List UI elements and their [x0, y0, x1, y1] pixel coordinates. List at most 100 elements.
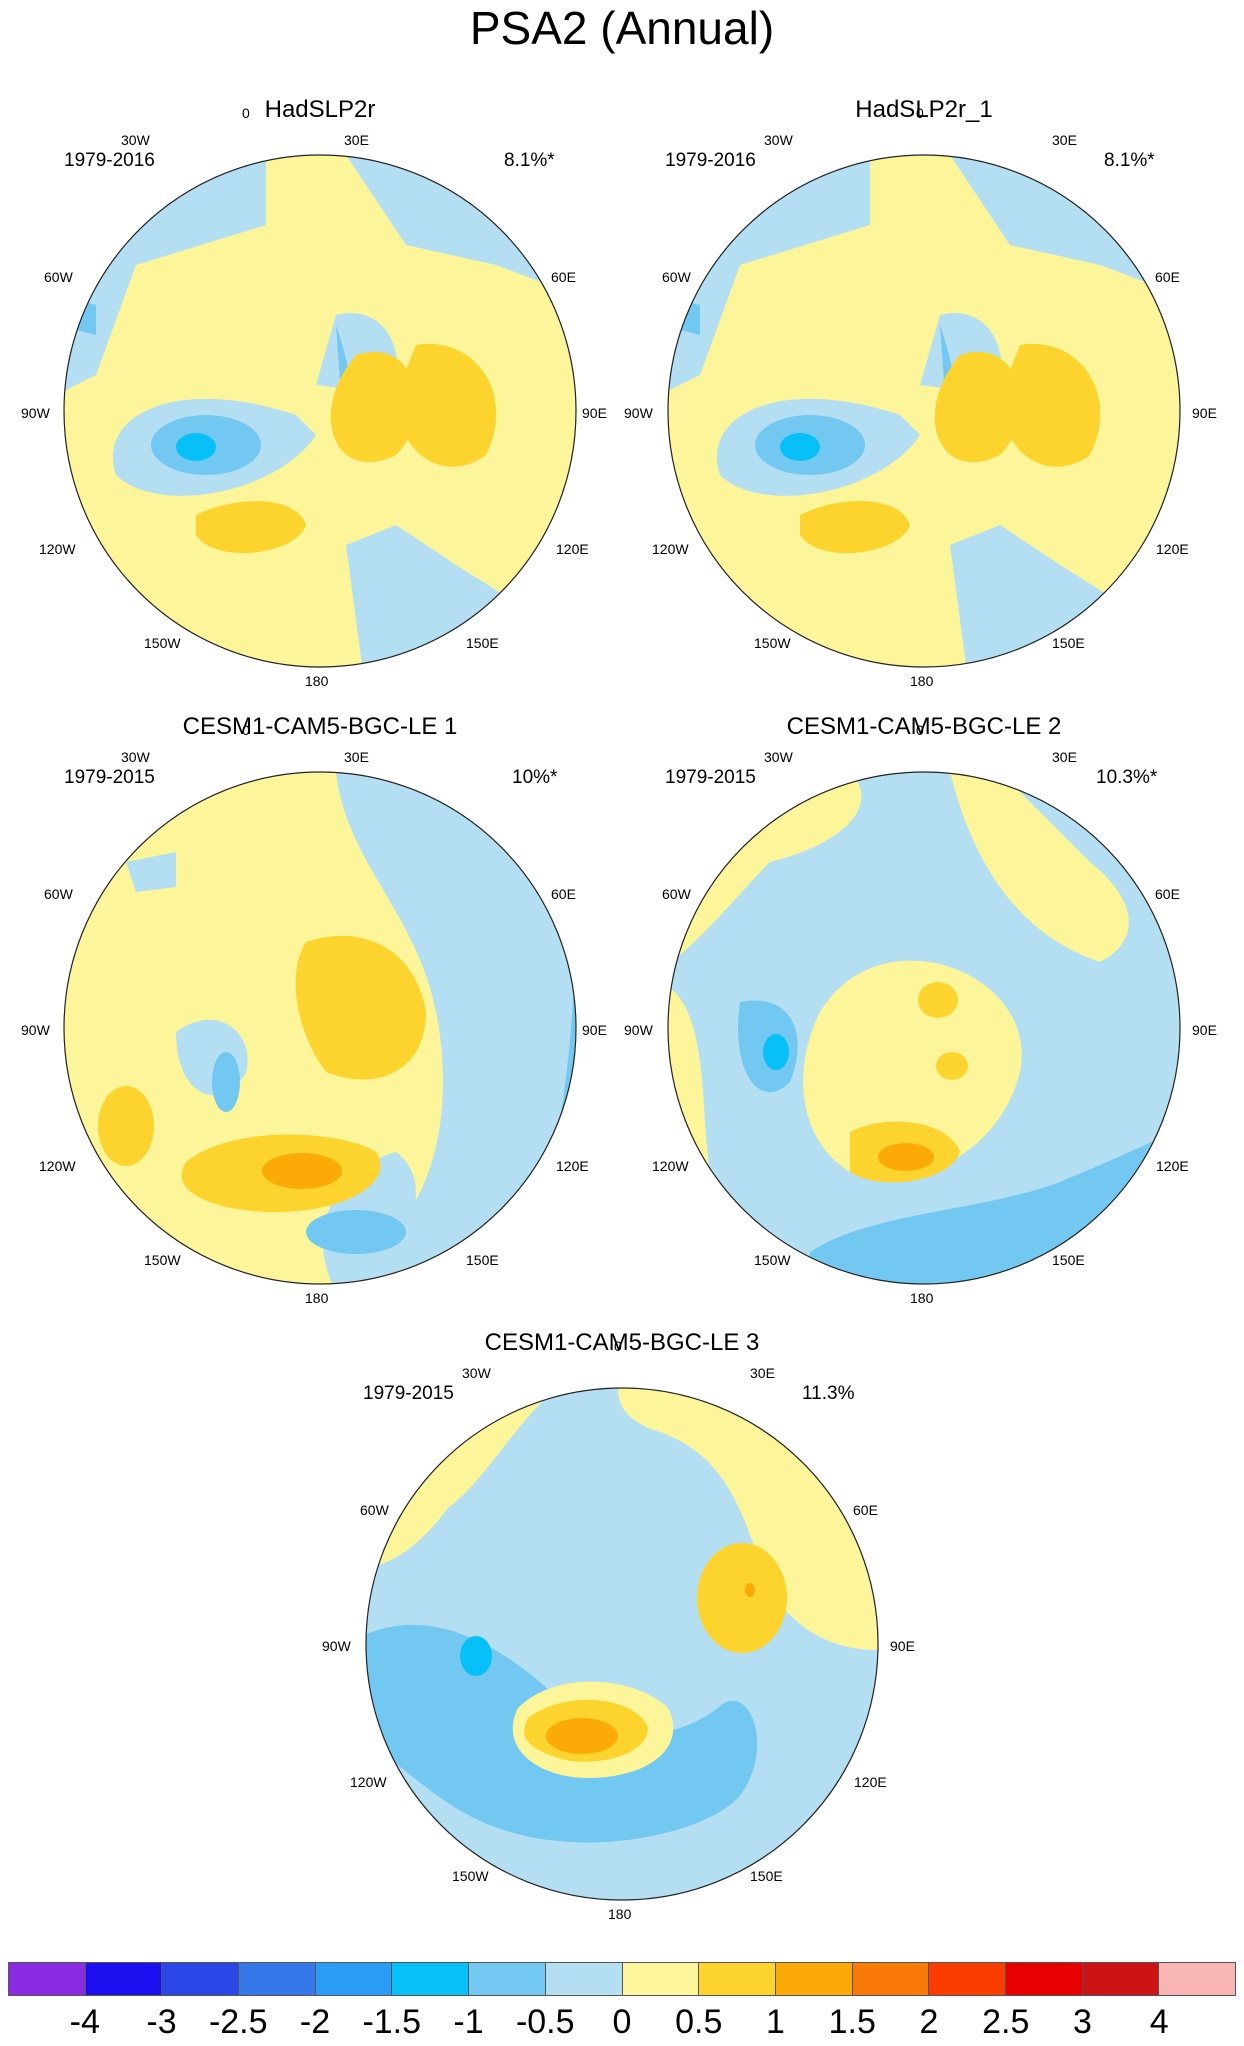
colorbar: [8, 1962, 1236, 1996]
lon-label-90e: 90E: [890, 1638, 915, 1654]
year-range: 1979-2016: [665, 150, 756, 171]
lon-label-60e: 60E: [1155, 269, 1180, 285]
year-range: 1979-2015: [363, 1383, 454, 1404]
lon-label-180: 180: [305, 673, 329, 689]
colorbar-cell: [1159, 1963, 1235, 1995]
polar-map: [63, 771, 577, 1285]
colorbar-cell: [315, 1963, 393, 1995]
polar-map: [667, 154, 1181, 668]
lon-label-60w: 60W: [360, 1502, 389, 1518]
lon-label-60e: 60E: [1155, 886, 1180, 902]
colorbar-label: -1.5: [362, 2003, 422, 2041]
lon-label-180: 180: [608, 1906, 632, 1922]
lon-label-150w: 150W: [144, 635, 181, 651]
lon-label-30w: 30W: [121, 132, 150, 148]
lon-label-60w: 60W: [662, 269, 691, 285]
lon-label-120w: 120W: [350, 1774, 387, 1790]
colorbar-label: 0.5: [675, 2003, 723, 2041]
lon-label-90w: 90W: [322, 1638, 351, 1654]
panel-title: CESM1-CAM5-BGC-LE 2: [786, 713, 1062, 740]
lon-label-30e: 30E: [750, 1365, 775, 1381]
colorbar-label: 2: [919, 2003, 939, 2041]
lon-label-120e: 120E: [556, 541, 589, 557]
map-panel-3: CESM1-CAM5-BGC-LE 1 1979-2015 10%* 0 30W…: [16, 712, 624, 1312]
lon-label-120e: 120E: [1156, 541, 1189, 557]
lon-label-90e: 90E: [582, 1022, 607, 1038]
lon-label-90w: 90W: [21, 405, 50, 421]
lon-label-120e: 120E: [1156, 1158, 1189, 1174]
lon-label-0: 0: [916, 722, 924, 738]
polar-map: [365, 1387, 879, 1901]
lon-label-60w: 60W: [662, 886, 691, 902]
lon-label-180: 180: [910, 673, 934, 689]
lon-label-30w: 30W: [462, 1365, 491, 1381]
map-panel-4: CESM1-CAM5-BGC-LE 2 1979-2015 10.3%* 0 3…: [620, 712, 1228, 1312]
colorbar-label: 1.5: [828, 2003, 876, 2041]
colorbar-label: 0: [612, 2003, 632, 2041]
lon-label-150w: 150W: [144, 1252, 181, 1268]
lon-label-30e: 30E: [344, 132, 369, 148]
lon-label-0: 0: [242, 105, 250, 121]
lon-label-90e: 90E: [1192, 1022, 1217, 1038]
variance-percent: 10%*: [512, 767, 558, 788]
lon-label-120w: 120W: [39, 1158, 76, 1174]
colorbar-cell: [929, 1963, 1006, 1995]
lon-label-30e: 30E: [1052, 132, 1077, 148]
year-range: 1979-2015: [64, 767, 155, 788]
variance-percent: 8.1%*: [1104, 150, 1155, 171]
colorbar-cell: [699, 1963, 776, 1995]
lon-label-150e: 150E: [466, 635, 499, 651]
variance-percent: 10.3%*: [1096, 767, 1158, 788]
colorbar-cell: [852, 1963, 930, 1995]
panel-title: HadSLP2r_1: [855, 96, 993, 123]
panel-title: CESM1-CAM5-BGC-LE 3: [484, 1329, 760, 1356]
colorbar-cell: [1005, 1963, 1083, 1995]
lon-label-90e: 90E: [1192, 405, 1217, 421]
lon-label-90w: 90W: [21, 1022, 50, 1038]
lon-label-90w: 90W: [624, 1022, 653, 1038]
colorbar-label: -4: [69, 2003, 100, 2041]
map-panel-5: CESM1-CAM5-BGC-LE 3 1979-2015 11.3% 0 30…: [318, 1328, 926, 1928]
colorbar-label: 1: [766, 2003, 785, 2041]
panel-title: CESM1-CAM5-BGC-LE 1: [182, 713, 458, 740]
map-panel-2: HadSLP2r_1 1979-2016 8.1%* 0 30W 30E 60W…: [620, 95, 1228, 695]
variance-percent: 11.3%: [802, 1383, 855, 1404]
lon-label-150e: 150E: [466, 1252, 499, 1268]
lon-label-150e: 150E: [1052, 635, 1085, 651]
lon-label-180: 180: [305, 1290, 329, 1306]
lon-label-120e: 120E: [556, 1158, 589, 1174]
lon-label-150e: 150E: [750, 1868, 783, 1884]
colorbar-cell: [469, 1963, 546, 1995]
lon-label-180: 180: [910, 1290, 934, 1306]
lon-label-0: 0: [916, 105, 924, 121]
lon-label-30w: 30W: [764, 132, 793, 148]
year-range: 1979-2015: [665, 767, 756, 788]
lon-label-150w: 150W: [452, 1868, 489, 1884]
lon-label-150w: 150W: [754, 1252, 791, 1268]
colorbar-label: 4: [1149, 2003, 1169, 2041]
colorbar-label: 2.5: [982, 2003, 1030, 2041]
colorbar-label: 3: [1073, 2003, 1092, 2041]
lon-label-150w: 150W: [754, 635, 791, 651]
colorbar-label: -3: [146, 2003, 177, 2041]
lon-label-30e: 30E: [1052, 749, 1077, 765]
map-panel-1: HadSLP2r 1979-2016 8.1%* 0 30W 30E 60W 6…: [16, 95, 624, 695]
colorbar-label: -1: [453, 2003, 484, 2041]
polar-map: [63, 154, 577, 668]
lon-label-150e: 150E: [1052, 1252, 1085, 1268]
lon-label-30w: 30W: [764, 749, 793, 765]
lon-label-120w: 120W: [652, 1158, 689, 1174]
colorbar-cell: [9, 1963, 86, 1995]
lon-label-90w: 90W: [624, 405, 653, 421]
colorbar-label: -0.5: [515, 2003, 575, 2041]
lon-label-60e: 60E: [551, 886, 576, 902]
lon-label-60e: 60E: [551, 269, 576, 285]
lon-label-120w: 120W: [39, 541, 76, 557]
lon-label-120w: 120W: [652, 541, 689, 557]
colorbar-cell: [775, 1963, 853, 1995]
lon-label-120e: 120E: [854, 1774, 887, 1790]
colorbar-cell: [85, 1963, 163, 1995]
variance-percent: 8.1%*: [504, 150, 555, 171]
lon-label-30e: 30E: [344, 749, 369, 765]
lon-label-0: 0: [614, 1338, 622, 1354]
